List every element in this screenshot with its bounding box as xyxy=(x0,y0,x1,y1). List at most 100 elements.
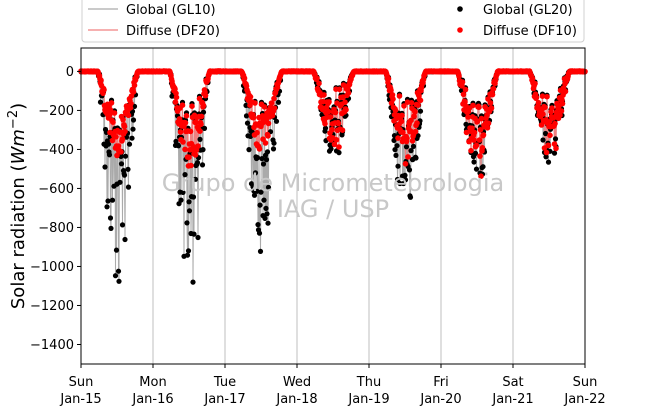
data-point-global xyxy=(199,162,206,168)
data-point-diffuse xyxy=(533,94,540,101)
data-point-global xyxy=(122,153,129,159)
data-point-diffuse xyxy=(476,137,483,143)
data-point-diffuse xyxy=(476,104,482,110)
data-point-diffuse xyxy=(198,113,205,120)
data-point-diffuse xyxy=(125,112,132,119)
watermark: Grupo de Micrometeorologia IAG / USP xyxy=(162,169,504,223)
data-point-diffuse xyxy=(487,100,494,106)
data-point-global xyxy=(322,125,329,131)
data-point-diffuse xyxy=(192,152,199,158)
x-tick-date-label: Jan-19 xyxy=(347,392,389,407)
data-point-global xyxy=(246,147,252,153)
data-point-diffuse xyxy=(262,140,269,146)
data-point-global xyxy=(201,125,208,131)
data-point-global xyxy=(244,120,251,126)
data-point-global xyxy=(102,164,108,170)
data-point-global xyxy=(415,133,421,139)
data-point-global xyxy=(200,109,207,115)
data-point-global xyxy=(190,194,197,200)
data-point-diffuse xyxy=(557,112,563,118)
data-point-global xyxy=(551,150,558,156)
data-point-diffuse xyxy=(326,99,332,105)
data-point-global xyxy=(413,155,419,161)
data-point-global xyxy=(258,189,264,195)
data-point-global xyxy=(259,156,265,162)
data-point-diffuse xyxy=(172,99,179,105)
data-point-diffuse xyxy=(552,120,558,127)
data-point-diffuse xyxy=(545,142,552,149)
data-point-diffuse xyxy=(385,75,392,82)
x-tick-day-label: Sun xyxy=(573,375,598,390)
data-point-diffuse xyxy=(490,85,497,92)
data-point-global xyxy=(112,273,119,279)
data-point-diffuse xyxy=(389,92,396,98)
data-point-global xyxy=(395,163,401,169)
data-point-global xyxy=(105,198,111,204)
data-point-diffuse xyxy=(189,103,195,109)
data-point-diffuse xyxy=(485,120,492,126)
data-point-diffuse xyxy=(469,125,475,131)
data-point-global xyxy=(122,236,128,243)
data-point-global xyxy=(394,143,400,149)
data-point-global xyxy=(186,208,193,214)
data-point-diffuse xyxy=(98,77,104,83)
data-point-diffuse xyxy=(396,93,403,99)
data-point-global xyxy=(407,194,414,200)
data-point-diffuse xyxy=(247,94,254,100)
data-point-global xyxy=(250,184,256,190)
data-point-diffuse xyxy=(321,92,327,98)
data-point-global xyxy=(261,197,267,203)
data-point-diffuse xyxy=(198,121,204,128)
data-point-diffuse xyxy=(316,80,322,87)
x-tick-day-label: Fri xyxy=(433,375,449,390)
data-point-global xyxy=(463,121,469,127)
data-point-global xyxy=(119,222,126,228)
x-tick-day-label: Mon xyxy=(139,375,166,390)
data-point-global xyxy=(194,160,201,166)
data-point-global xyxy=(403,144,410,150)
data-point-diffuse xyxy=(269,112,276,119)
data-point-global xyxy=(408,148,414,154)
data-point-diffuse xyxy=(115,143,122,149)
data-point-diffuse xyxy=(325,108,332,115)
data-point-diffuse xyxy=(478,173,484,179)
data-point-global xyxy=(192,176,199,182)
data-point-diffuse xyxy=(122,128,128,135)
x-tick-date-label: Jan-15 xyxy=(59,392,101,407)
data-point-diffuse xyxy=(462,86,469,93)
data-point-diffuse xyxy=(477,127,484,133)
data-point-global xyxy=(254,188,260,194)
data-point-global xyxy=(104,204,110,210)
data-point-diffuse xyxy=(473,142,480,148)
watermark-line-1: Grupo de Micrometeorologia xyxy=(162,169,504,197)
data-point-diffuse xyxy=(130,89,137,95)
watermark-line-2: IAG / USP xyxy=(277,195,389,223)
data-point-global xyxy=(126,141,133,147)
data-point-global xyxy=(262,215,268,221)
data-point-diffuse xyxy=(252,100,258,106)
data-point-diffuse xyxy=(333,137,340,143)
data-point-diffuse xyxy=(179,102,186,108)
data-point-diffuse xyxy=(101,87,107,93)
data-point-global xyxy=(118,161,125,167)
data-point-diffuse xyxy=(480,132,487,138)
data-point-diffuse xyxy=(193,119,199,125)
data-point-global xyxy=(260,161,267,167)
x-tick-date-label: Jan-22 xyxy=(563,392,605,407)
data-point-diffuse xyxy=(265,133,271,139)
data-point-global xyxy=(328,146,334,152)
data-point-diffuse xyxy=(539,93,546,99)
data-point-diffuse xyxy=(331,141,338,148)
data-point-global xyxy=(472,150,479,156)
data-point-diffuse xyxy=(400,129,406,136)
data-point-global xyxy=(125,166,131,172)
data-point-global xyxy=(271,140,277,146)
data-point-diffuse xyxy=(535,99,542,106)
data-point-diffuse xyxy=(110,119,116,125)
x-gridlines xyxy=(152,48,514,364)
data-point-diffuse xyxy=(241,75,248,81)
x-tick-day-label: Tue xyxy=(213,375,236,390)
data-point-diffuse xyxy=(562,88,569,95)
data-point-global xyxy=(191,231,197,237)
data-point-diffuse xyxy=(335,120,342,127)
